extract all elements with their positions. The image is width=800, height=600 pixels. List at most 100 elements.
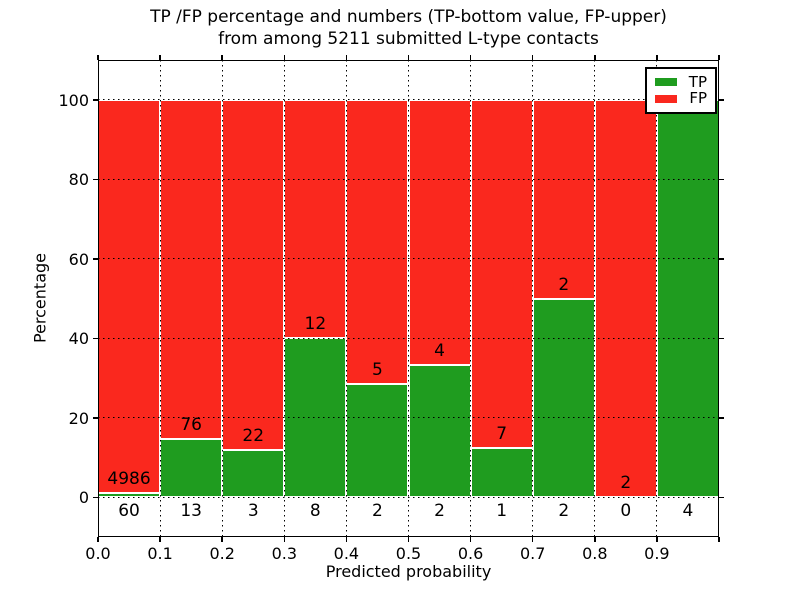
fp-bar <box>408 99 471 365</box>
x-tick-label: 0.2 <box>209 544 235 563</box>
fp-bar <box>284 99 347 339</box>
x-gridline <box>159 60 161 537</box>
x-tick-mark <box>594 537 596 542</box>
x-gridline <box>594 60 596 537</box>
tp-count-label: 1 <box>496 501 508 522</box>
tp-bar <box>532 298 595 498</box>
chart-title-line1: TP /FP percentage and numbers (TP-bottom… <box>150 7 667 27</box>
tp-count-label: 60 <box>118 501 140 522</box>
x-gridline <box>656 60 658 537</box>
y-tick-label: 80 <box>68 170 89 190</box>
tp-count-label: 4 <box>682 501 694 522</box>
x-tick-mark <box>283 537 286 542</box>
fp-legend-label: FP <box>689 89 707 108</box>
y-gridline <box>98 178 719 180</box>
x-tick-mark <box>159 55 161 60</box>
fp-bar <box>346 99 409 384</box>
x-axis-label: Predicted probability <box>325 562 492 581</box>
x-tick-label: 0.4 <box>333 544 360 563</box>
x-tick-mark <box>469 55 472 60</box>
x-tick-label: 0.9 <box>644 544 670 563</box>
y-tick-label: 40 <box>68 329 89 349</box>
y-axis-label: Percentage <box>30 252 50 344</box>
x-gridline <box>470 60 472 537</box>
tp-legend-label: TP <box>688 72 707 91</box>
tp-bar <box>160 439 223 498</box>
x-tick-mark <box>718 537 720 542</box>
tp-bar <box>408 364 471 498</box>
y-tick-mark <box>93 178 98 180</box>
y-tick-mark <box>719 178 724 180</box>
tp-count-label: 13 <box>180 501 202 522</box>
x-tick-mark <box>531 55 534 60</box>
y-gridline <box>98 496 719 498</box>
x-gridline <box>408 60 409 537</box>
y-tick-mark <box>93 337 98 339</box>
fp-bar <box>532 99 595 299</box>
tp-count-label: 8 <box>309 501 321 522</box>
tp-count-label: 2 <box>372 501 383 522</box>
x-tick-mark <box>221 537 223 542</box>
legend-item-fp: FP <box>655 91 707 108</box>
x-tick-mark <box>531 537 534 542</box>
x-tick-mark <box>97 55 99 60</box>
tp-count-label: 2 <box>434 501 445 522</box>
y-tick-mark <box>719 337 724 339</box>
x-tick-mark <box>656 55 658 60</box>
x-gridline <box>283 60 285 537</box>
y-tick-mark <box>93 417 98 419</box>
fp-bar <box>160 99 223 440</box>
tp-bar <box>346 383 409 498</box>
fp-legend-swatch <box>655 94 678 103</box>
tp-bar <box>222 449 285 498</box>
x-tick-mark <box>345 55 348 60</box>
x-tick-label: 0.1 <box>147 544 173 563</box>
x-tick-mark <box>221 55 223 60</box>
y-tick-mark <box>719 99 724 101</box>
fp-count-label: 2 <box>558 274 570 295</box>
fp-count-label: 12 <box>304 314 327 335</box>
y-tick-mark <box>719 496 724 498</box>
y-tick-mark <box>719 258 724 260</box>
x-gridline <box>532 60 534 537</box>
x-tick-mark <box>718 55 720 60</box>
tp-bar <box>470 447 533 498</box>
fp-bar <box>470 99 533 448</box>
x-tick-mark <box>594 55 596 60</box>
x-gridline <box>345 60 347 537</box>
tp-count-label: 0 <box>620 501 632 522</box>
legend-item-tp: TP <box>655 74 707 91</box>
chart-title-line2: from among 5211 submitted L-type contact… <box>218 29 599 49</box>
x-tick-label: 0.5 <box>395 544 422 563</box>
x-tick-mark <box>97 537 99 542</box>
fp-count-label: 76 <box>180 415 202 436</box>
x-tick-mark <box>407 55 410 60</box>
y-tick-mark <box>93 258 98 260</box>
x-tick-label: 0.7 <box>519 544 546 563</box>
tp-legend-swatch <box>655 78 677 87</box>
legend: TP FP <box>645 67 717 114</box>
tp-bar <box>656 99 719 498</box>
y-gridline <box>98 258 719 260</box>
x-tick-label: 0.8 <box>582 544 608 563</box>
x-tick-label: 0.6 <box>457 544 484 563</box>
fp-count-label: 5 <box>372 359 383 380</box>
y-tick-label: 20 <box>68 408 89 428</box>
x-tick-mark <box>656 537 658 542</box>
fp-bar <box>222 99 285 450</box>
fp-bar <box>594 99 657 498</box>
x-tick-mark <box>159 537 161 542</box>
y-tick-mark <box>719 417 724 419</box>
tp-count-label: 2 <box>558 501 570 522</box>
x-gridline <box>221 60 223 537</box>
y-tick-mark <box>93 99 98 101</box>
x-tick-mark <box>469 537 472 542</box>
tp-count-label: 3 <box>247 501 259 522</box>
x-tick-mark <box>407 537 410 542</box>
fp-count-label: 4 <box>434 340 445 361</box>
fp-count-label: 2 <box>620 473 632 494</box>
fp-count-label: 4986 <box>107 468 151 489</box>
x-tick-mark <box>283 55 286 60</box>
x-tick-label: 0.0 <box>85 544 111 563</box>
